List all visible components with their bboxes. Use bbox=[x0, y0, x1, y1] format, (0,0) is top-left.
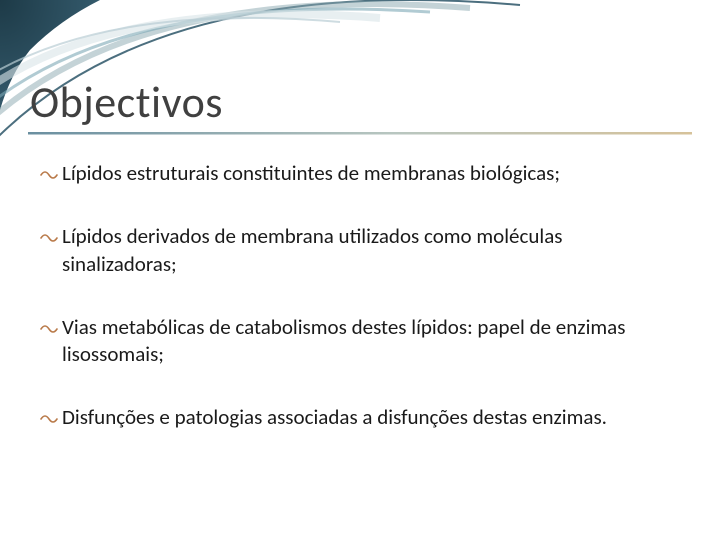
bullet-text: Disfunções e patologias associadas a dis… bbox=[62, 404, 680, 431]
bullet-item: Vias metabólicas de catabolismos destes … bbox=[40, 314, 680, 369]
slide-title: Objectivos bbox=[30, 75, 223, 129]
bullet-item: Lípidos derivados de membrana utilizados… bbox=[40, 223, 680, 278]
bullet-text: Lípidos estruturais constituintes de mem… bbox=[62, 160, 680, 187]
swirl-bullet-icon bbox=[40, 231, 58, 245]
swirl-bullet-icon bbox=[40, 322, 58, 336]
swirl-bullet-icon bbox=[40, 168, 58, 182]
bullet-item: Disfunções e patologias associadas a dis… bbox=[40, 404, 680, 431]
bullet-text: Vias metabólicas de catabolismos destes … bbox=[62, 314, 680, 369]
slide-body: Lípidos estruturais constituintes de mem… bbox=[40, 160, 680, 468]
bullet-text: Lípidos derivados de membrana utilizados… bbox=[62, 223, 680, 278]
swirl-bullet-icon bbox=[40, 412, 58, 426]
bullet-item: Lípidos estruturais constituintes de mem… bbox=[40, 160, 680, 187]
